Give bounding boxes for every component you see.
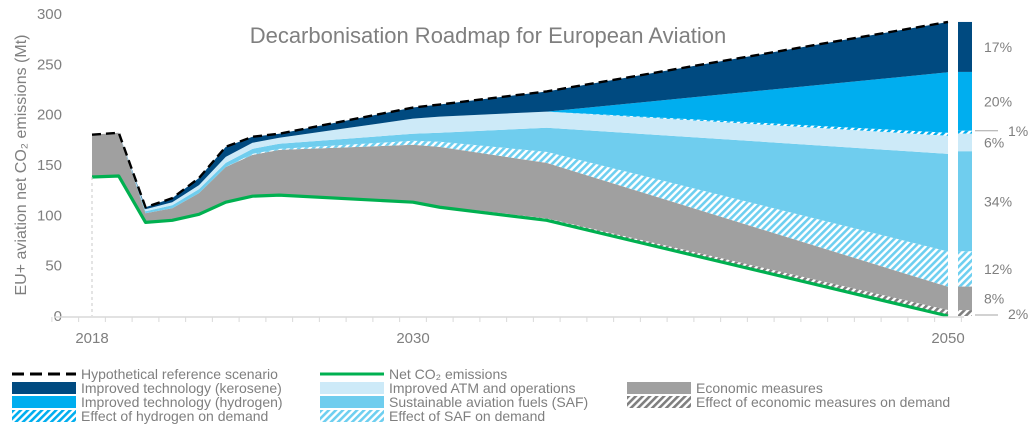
stacked-areas — [92, 21, 948, 316]
legend-item: Improved technology (kerosene) — [12, 380, 282, 396]
area-kero — [92, 21, 948, 210]
legend-label: Sustainable aviation fuels (SAF) — [389, 394, 589, 410]
share-label-econ: 8% — [984, 290, 1004, 306]
share-label-kero: 17% — [984, 39, 1012, 55]
share-segment-econ — [958, 286, 972, 311]
share-label-h2_demand: 1% — [1008, 123, 1028, 139]
series-lines — [91, 20, 949, 318]
net-emissions-line — [91, 174, 949, 318]
legend-label: Economic measures — [696, 380, 823, 396]
legend-label: Improved ATM and operations — [389, 380, 576, 396]
area-atm — [92, 111, 948, 212]
legend-label: Improved technology (kerosene) — [81, 380, 282, 396]
share-label-saf_demand: 12% — [984, 261, 1012, 277]
legend-item: Sustainable aviation fuels (SAF) — [320, 394, 588, 410]
legend-item: Improved technology (hydrogen) — [12, 394, 283, 410]
legend-swatch-econ — [627, 382, 691, 394]
share-bar-2050: 17% 20% 1%6% 34% 12% 8%2% — [958, 21, 1028, 322]
legend-item: Net CO₂ emissions — [320, 366, 507, 382]
y-tick-label: 150 — [37, 157, 62, 174]
legend-label: Effect of economic measures on demand — [696, 394, 951, 410]
y-tick-label: 50 — [45, 258, 62, 275]
share-label-h2: 20% — [984, 93, 1012, 109]
share-label-saf: 34% — [984, 193, 1012, 209]
legend-item: Improved ATM and operations — [320, 380, 576, 396]
y-tick-label: 100 — [37, 207, 62, 224]
share-label-econ_demand: 2% — [1008, 306, 1028, 322]
legend-swatch-atm — [320, 382, 384, 394]
legend-item: Effect of economic measures on demand — [627, 394, 950, 410]
legend-swatch-hatch-h2 — [12, 410, 76, 422]
y-tick-label: 250 — [37, 56, 62, 73]
x-tick-label: 2018 — [75, 330, 108, 347]
legend-item: Economic measures — [627, 380, 823, 396]
y-axis-label: EU+ aviation net CO₂ emissions (Mt) — [13, 35, 30, 296]
legend-swatch-hatch-saf — [320, 410, 384, 422]
legend-item: Effect of hydrogen on demand — [12, 408, 268, 424]
y-tick-label: 200 — [37, 107, 62, 124]
legend-label: Net CO₂ emissions — [389, 366, 508, 382]
legend-item: Effect of SAF on demand — [320, 408, 545, 424]
area-saf_demand — [92, 132, 948, 287]
legend-item: Hypothetical reference scenario — [12, 366, 278, 382]
share-segment-h2_demand — [958, 130, 972, 134]
y-tick-label: 300 — [37, 6, 62, 23]
legend-label: Effect of hydrogen on demand — [81, 408, 269, 424]
x-tick-label: 2050 — [931, 330, 964, 347]
legend-swatch-h2 — [12, 396, 76, 408]
share-segment-kero — [958, 21, 972, 72]
share-segment-econ_demand — [958, 310, 972, 316]
legend-swatch-kero — [12, 382, 76, 394]
legend-swatch-green — [320, 368, 384, 380]
share-segment-atm — [958, 133, 972, 152]
reference-scenario-line — [91, 20, 949, 209]
legend-swatch-dashed — [12, 368, 76, 380]
area-saf — [92, 127, 948, 252]
chart-title: Decarbonisation Roadmap for European Avi… — [250, 23, 727, 48]
y-axis-ticks: 050100150200250300 — [37, 6, 62, 325]
share-segment-saf_demand — [958, 251, 972, 287]
share-segment-saf — [958, 151, 972, 252]
chart: Decarbonisation Roadmap for European Avi… — [13, 6, 1028, 347]
share-label-atm: 6% — [984, 135, 1004, 151]
share-segment-h2 — [958, 71, 972, 131]
legend-swatch-saf — [320, 396, 384, 408]
area-h2 — [92, 72, 948, 210]
legend-swatch-hatch-econ — [627, 396, 691, 408]
x-axis: 2018 2030 2050 — [51, 177, 965, 347]
legend: Hypothetical reference scenario Improved … — [0, 364, 1032, 432]
x-tick-label: 2030 — [396, 330, 429, 347]
legend-label: Hypothetical reference scenario — [81, 366, 278, 382]
legend-label: Improved technology (hydrogen) — [81, 394, 283, 410]
legend-label: Effect of SAF on demand — [389, 408, 546, 424]
area-econ — [92, 132, 948, 310]
